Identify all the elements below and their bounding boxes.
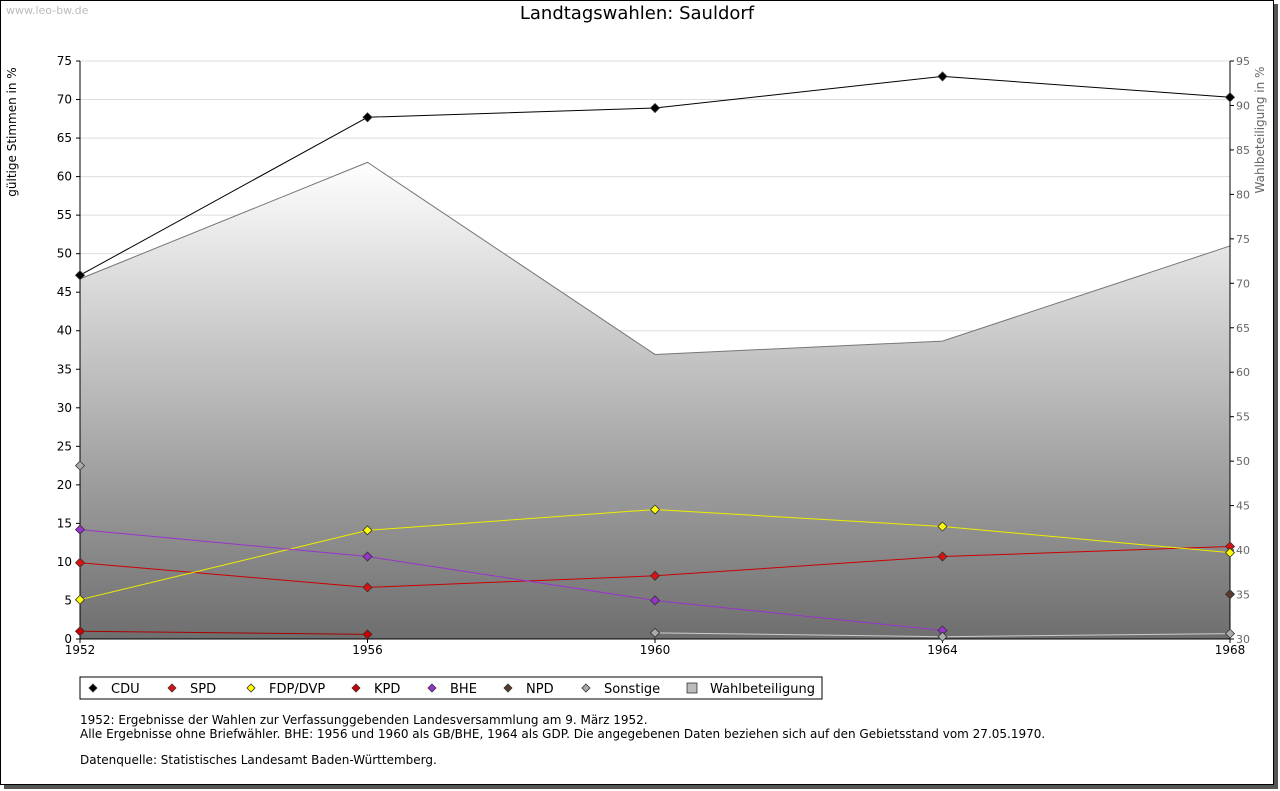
marker-kpd bbox=[74, 626, 86, 637]
chart-title: Landtagswahlen: Sauldorf bbox=[519, 3, 755, 24]
turnout-line bbox=[79, 161, 1231, 355]
legend-label-kpd: KPD bbox=[374, 682, 400, 697]
marker-spd bbox=[937, 551, 948, 562]
y-tick-label-right: 75 bbox=[1236, 233, 1250, 246]
marker-bhe bbox=[649, 595, 661, 606]
legend-swatch-bhe bbox=[427, 683, 437, 693]
legend-swatch-wahlbeteiligung bbox=[686, 682, 698, 694]
y-tick-label-right: 45 bbox=[1236, 500, 1250, 513]
y-tick-label-left: 45 bbox=[57, 285, 72, 299]
legend: CDU SPD FDP/DVP KPD BHE NPD Sonstige Wahlbeteil… bbox=[79, 676, 823, 700]
footnotes: 1952: Ergebnisse der Wahlen zur Verfassu… bbox=[80, 713, 1045, 767]
y-tick-label-right: 95 bbox=[1236, 55, 1250, 68]
marker-bhe bbox=[362, 551, 373, 562]
series-markers bbox=[74, 71, 1236, 642]
legend-box bbox=[79, 676, 823, 700]
x-tick-label: 1956 bbox=[352, 643, 383, 657]
legend-label-wahlbeteiligung: Wahlbeteiligung bbox=[710, 682, 815, 697]
y-tick-label-right: 40 bbox=[1236, 544, 1250, 557]
x-tick-label: 1960 bbox=[640, 643, 671, 657]
y-tick-label-right: 55 bbox=[1236, 411, 1250, 424]
marker-cdu bbox=[362, 112, 373, 123]
y-tick-label-left: 55 bbox=[57, 208, 72, 222]
turnout-area-fill bbox=[80, 162, 1230, 639]
y-tick-label-left: 0 bbox=[64, 632, 72, 646]
y-tick-label-left: 5 bbox=[64, 593, 72, 607]
legend-label-sonstige: Sonstige bbox=[604, 682, 660, 697]
y-tick-label-left: 15 bbox=[57, 516, 72, 530]
x-tick-label: 1964 bbox=[927, 643, 958, 657]
marker-fdp-dvp bbox=[937, 521, 948, 532]
marker-fdp-dvp bbox=[362, 525, 373, 536]
y-tick-label-right: 50 bbox=[1236, 455, 1250, 468]
x-tick-label: 1952 bbox=[65, 643, 96, 657]
marker-cdu bbox=[937, 71, 948, 82]
y-tick-label-left: 50 bbox=[57, 247, 72, 261]
y-tick-label-left: 65 bbox=[57, 131, 72, 145]
axes: 0 5 10 15 20 25 30 35 40 45 50 55 60 65 70 75 30 35 40 45 50… bbox=[57, 54, 1250, 657]
footnote-1952: 1952: Ergebnisse der Wahlen zur Verfassu… bbox=[80, 713, 648, 727]
series-line-kpd bbox=[79, 630, 368, 635]
marker-npd bbox=[1224, 589, 1236, 600]
series-line-bhe bbox=[79, 529, 943, 632]
legend-label-bhe: BHE bbox=[450, 682, 477, 697]
marker-cdu bbox=[74, 270, 86, 281]
data-source: Datenquelle: Statistisches Landesamt Bad… bbox=[80, 753, 437, 767]
marker-kpd bbox=[362, 629, 373, 640]
y-tick-label-right: 90 bbox=[1236, 99, 1250, 112]
y-tick-label-right: 30 bbox=[1236, 633, 1250, 646]
y-axis-label-left: gültige Stimmen in % bbox=[5, 67, 19, 196]
y-tick-label-left: 25 bbox=[57, 439, 72, 453]
marker-fdp-dvp bbox=[649, 504, 661, 515]
legend-swatch-fdp-dvp bbox=[246, 683, 256, 693]
marker-spd bbox=[362, 582, 373, 593]
marker-spd bbox=[74, 557, 86, 568]
legend-swatch-spd bbox=[167, 683, 177, 693]
y-tick-label-left: 10 bbox=[57, 555, 72, 569]
marker-sonstige bbox=[649, 627, 661, 638]
legend-label-spd: SPD bbox=[190, 682, 216, 697]
y-tick-label-right: 65 bbox=[1236, 322, 1250, 335]
marker-sonstige bbox=[937, 631, 948, 642]
marker-sonstige bbox=[1224, 628, 1236, 639]
y-tick-label-left: 40 bbox=[57, 324, 72, 338]
marker-fdp-dvp bbox=[74, 594, 86, 605]
y-tick-label-left: 75 bbox=[57, 54, 72, 68]
marker-spd bbox=[649, 570, 661, 581]
marker-cdu bbox=[1224, 92, 1236, 103]
legend-swatch-kpd bbox=[351, 683, 361, 693]
watermark: www.leo-bw.de bbox=[6, 4, 89, 17]
x-tick-label: 1968 bbox=[1215, 643, 1246, 657]
legend-label-fdp-dvp: FDP/DVP bbox=[269, 682, 325, 697]
y-tick-label-right: 85 bbox=[1236, 144, 1250, 157]
marker-cdu bbox=[649, 102, 661, 114]
marker-fdp-dvp bbox=[1224, 547, 1236, 558]
y-tick-label-left: 20 bbox=[57, 478, 72, 492]
legend-swatch-cdu bbox=[88, 683, 98, 693]
legend-label-npd: NPD bbox=[526, 682, 554, 697]
legend-label-cdu: CDU bbox=[111, 682, 140, 697]
y-axis-label-right: Wahlbeteiligung in % bbox=[1253, 67, 1267, 194]
y-tick-label-right: 60 bbox=[1236, 366, 1250, 379]
y-tick-label-left: 70 bbox=[57, 93, 72, 107]
legend-swatch-npd bbox=[503, 683, 513, 693]
y-tick-label-right: 80 bbox=[1236, 188, 1250, 201]
y-tick-label-left: 35 bbox=[57, 362, 72, 376]
y-tick-label-right: 70 bbox=[1236, 277, 1250, 290]
marker-sonstige bbox=[74, 460, 86, 471]
footnote-general: Alle Ergebnisse ohne Briefwähler. BHE: 1… bbox=[80, 727, 1046, 741]
marker-bhe bbox=[74, 524, 86, 535]
turnout-area bbox=[79, 161, 1231, 639]
legend-swatch-sonstige bbox=[581, 683, 591, 693]
y-tick-label-right: 35 bbox=[1236, 589, 1250, 602]
y-tick-label-left: 30 bbox=[57, 401, 72, 415]
y-tick-label-left: 60 bbox=[57, 170, 72, 184]
